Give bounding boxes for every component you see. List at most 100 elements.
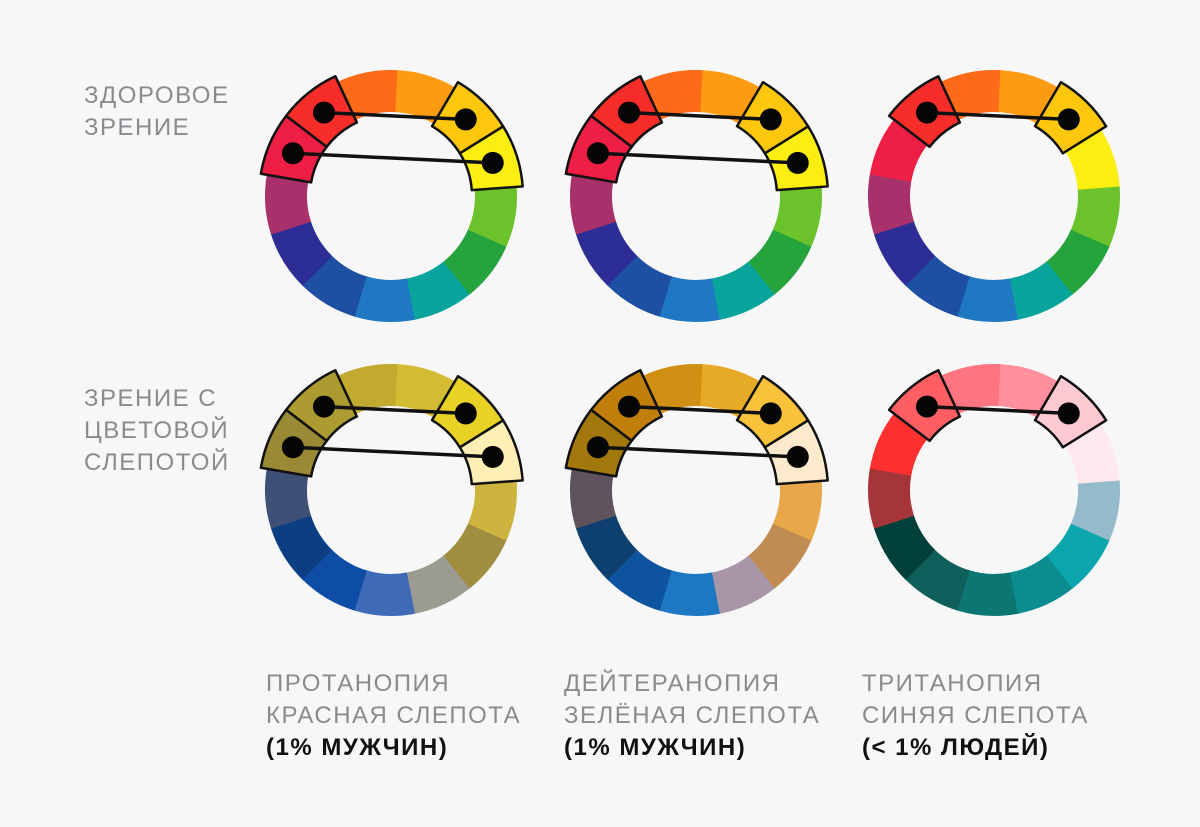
wheel-segment (1009, 261, 1074, 320)
wheel-segment (772, 186, 823, 247)
wheel-segment (570, 468, 617, 530)
connector-line (926, 110, 1069, 122)
wheel-segment (337, 364, 398, 414)
connector-line (323, 110, 466, 122)
selection-dot (915, 395, 938, 418)
connector-line (926, 404, 1069, 416)
row-label-healthy: ЗДОРОВОЕ ЗРЕНИЕ (84, 80, 229, 144)
selection-dot (617, 101, 640, 124)
wheel-segment (302, 549, 368, 611)
wheel-segment (659, 276, 721, 322)
row-label-colorblind-line1: ЗРЕНИЕ С (84, 385, 218, 412)
deuteranopia-description: ЗЕЛЁНАЯ СЛЕПОТА (564, 702, 821, 729)
wheel-segment (868, 174, 915, 236)
wheel-segment (905, 549, 971, 611)
row-label-colorblind: ЗРЕНИЕ С ЦВЕТОВОЙ СЛЕПОТОЙ (84, 383, 230, 479)
wheel-segment (607, 549, 673, 611)
selection-dot (586, 142, 609, 165)
color-wheel-tritanopia (868, 364, 1120, 617)
connector-line (597, 445, 798, 459)
wheel-segment (443, 523, 507, 589)
wheel-segment (337, 70, 398, 120)
row-label-colorblind-line2: ЦВЕТОВОЙ (84, 417, 230, 444)
selection-dot (481, 445, 504, 468)
protanopia-prevalence: (1% МУЖЧИН) (266, 734, 449, 761)
wheel-segment (607, 255, 673, 317)
wheel-segment (940, 364, 1001, 414)
wheel-segment (772, 480, 823, 541)
row-label-healthy-line1: ЗДОРОВОЕ (84, 82, 230, 109)
wheel-segment (570, 174, 617, 236)
wheel-segment (265, 174, 312, 236)
selection-dot (312, 101, 335, 124)
wheel-segment (748, 229, 812, 295)
selection-dot (586, 436, 609, 459)
wheel-segment (302, 255, 368, 317)
color-wheel-healthy-protanopia (259, 70, 524, 323)
connector-line (628, 404, 771, 416)
wheel-segment (748, 523, 812, 589)
selection-dot (786, 445, 809, 468)
wheel-segment (905, 255, 971, 317)
selection-dot (454, 402, 477, 425)
selection-dot (915, 101, 938, 124)
wheel-segment (265, 468, 312, 530)
wheel-segment (354, 570, 416, 617)
wheel-segment (576, 221, 638, 287)
column-label-tritanopia: ТРИТАНОПИЯ СИНЯЯ СЛЕПОТА (< 1% ЛЮДЕЙ) (862, 668, 1089, 764)
connector-line (323, 404, 466, 416)
selection-dot (759, 402, 782, 425)
wheel-segment (711, 555, 776, 614)
connector-line (292, 151, 493, 165)
wheel-segment (406, 261, 471, 320)
connector-line (292, 445, 493, 459)
wheel-segment (711, 261, 776, 320)
column-label-protanopia: ПРОТАНОПИЯ КРАСНАЯ СЛЕПОТА (1% МУЖЧИН) (266, 668, 521, 764)
color-wheel-healthy-tritanopia (868, 70, 1120, 322)
wheel-segment (1046, 523, 1110, 589)
connector-line (628, 110, 771, 122)
wheel-segment (868, 468, 915, 530)
wheel-segment (271, 515, 333, 581)
wheel-segment (443, 229, 507, 295)
selection-dot (281, 142, 304, 165)
wheel-segment (354, 276, 416, 323)
wheel-segment (576, 515, 638, 581)
wheel-segment (874, 221, 936, 287)
wheel-segment (1046, 229, 1110, 295)
wheel-segment (1070, 480, 1120, 541)
color-wheel-protanopia (259, 364, 524, 617)
selection-dot (454, 108, 477, 131)
wheel-segment (1009, 555, 1074, 614)
wheel-segment (642, 364, 703, 414)
wheel-segment (467, 480, 517, 541)
wheel-segment (406, 555, 471, 614)
selection-dot (281, 436, 304, 459)
wheel-segment (1070, 186, 1120, 247)
selection-dot (759, 108, 782, 131)
wheel-segment (271, 221, 333, 287)
selection-dot (617, 395, 640, 418)
wheel-segment (957, 570, 1019, 617)
wheel-segment (874, 515, 936, 581)
wheel-segment (467, 186, 517, 247)
tritanopia-name: ТРИТАНОПИЯ (862, 670, 1043, 697)
selection-dot (1057, 108, 1080, 131)
selection-dot (312, 395, 335, 418)
color-wheel-deuteranopia (564, 364, 829, 617)
wheel-segment (957, 276, 1019, 322)
color-wheel-healthy-deuteranopia (564, 70, 829, 322)
column-label-deuteranopia: ДЕЙТЕРАНОПИЯ ЗЕЛЁНАЯ СЛЕПОТА (1% МУЖЧИН) (564, 668, 820, 764)
wheel-segment (940, 70, 1001, 120)
deuteranopia-name: ДЕЙТЕРАНОПИЯ (564, 670, 781, 697)
tritanopia-description: СИНЯЯ СЛЕПОТА (862, 702, 1089, 729)
protanopia-name: ПРОТАНОПИЯ (266, 670, 451, 697)
row-label-healthy-line2: ЗРЕНИЕ (84, 114, 191, 141)
row-label-colorblind-line3: СЛЕПОТОЙ (84, 449, 230, 476)
connector-line (597, 151, 798, 165)
wheel-segment (659, 570, 721, 617)
protanopia-description: КРАСНАЯ СЛЕПОТА (266, 702, 522, 729)
wheel-segment (642, 70, 703, 120)
selection-dot (481, 151, 504, 174)
